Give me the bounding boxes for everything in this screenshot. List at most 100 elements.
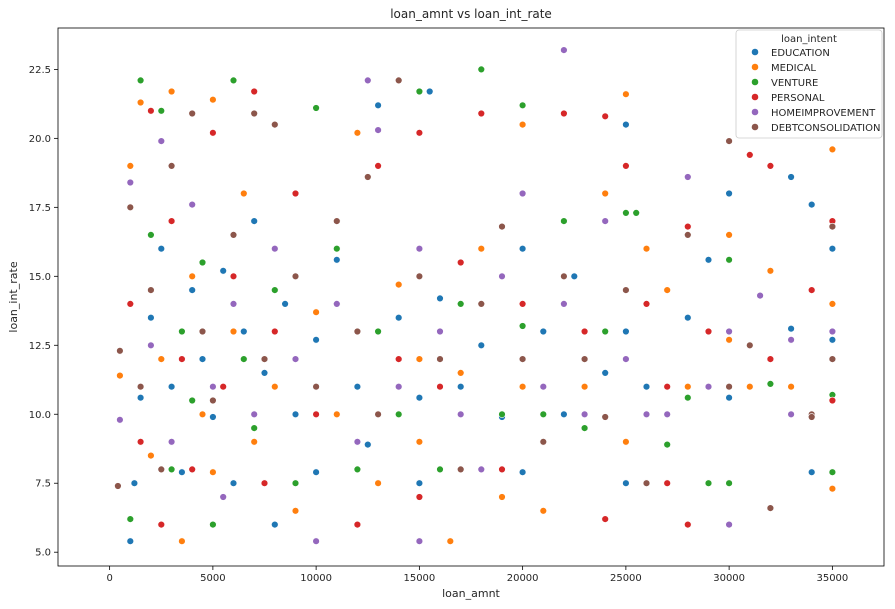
data-point — [684, 520, 692, 529]
data-point — [260, 479, 269, 487]
data-point — [219, 383, 227, 391]
data-point — [807, 413, 816, 421]
data-point — [136, 383, 145, 391]
data-point — [353, 520, 362, 529]
data-point — [178, 355, 186, 363]
data-point — [271, 245, 279, 253]
data-point — [560, 217, 568, 225]
data-point — [807, 468, 816, 476]
data-point — [395, 314, 403, 322]
data-point — [560, 300, 568, 308]
data-point — [291, 272, 300, 280]
data-point — [477, 300, 485, 308]
data-point — [477, 341, 485, 349]
data-point — [580, 327, 589, 336]
legend-label: DEBTCONSOLIDATION — [771, 123, 880, 134]
y-tick-label: 12.5 — [29, 341, 51, 352]
data-point — [395, 410, 403, 418]
data-point — [250, 87, 258, 96]
data-point — [353, 129, 362, 137]
data-point — [167, 87, 176, 96]
data-point — [601, 369, 609, 377]
data-point — [157, 245, 166, 253]
data-point — [147, 451, 155, 460]
data-point — [787, 325, 795, 333]
data-point — [167, 217, 176, 225]
data-point — [209, 520, 217, 529]
data-point — [157, 137, 166, 145]
data-point — [828, 245, 837, 253]
data-point — [539, 438, 547, 446]
data-point — [116, 371, 124, 380]
data-point — [704, 383, 713, 391]
y-tick-label: 7.5 — [35, 479, 51, 490]
data-point — [271, 120, 279, 129]
data-point — [756, 291, 764, 300]
data-point — [157, 355, 166, 363]
data-point — [684, 394, 692, 402]
data-point — [167, 465, 176, 474]
data-point — [260, 369, 269, 377]
data-point — [663, 383, 671, 391]
legend-label: HOMEIMPROVEMENT — [771, 108, 876, 119]
data-point — [477, 109, 485, 118]
data-point — [116, 416, 124, 424]
legend-marker — [751, 63, 759, 71]
data-point — [353, 327, 362, 336]
data-point — [219, 267, 227, 275]
y-tick-label: 22.5 — [29, 65, 51, 76]
data-point — [415, 272, 424, 280]
data-point — [364, 440, 372, 449]
data-point — [209, 468, 217, 476]
data-point — [828, 327, 837, 336]
data-point — [312, 410, 320, 418]
data-point — [126, 203, 135, 212]
data-point — [477, 245, 485, 253]
data-point — [684, 173, 692, 181]
x-tick-label: 10000 — [300, 573, 332, 584]
data-point — [766, 162, 775, 170]
data-point — [436, 327, 444, 336]
data-point — [601, 327, 609, 336]
data-point — [333, 410, 341, 418]
data-point — [457, 300, 465, 308]
data-point — [209, 396, 217, 405]
data-point — [260, 355, 269, 363]
x-axis-label: loan_amnt — [442, 587, 500, 600]
data-point — [209, 95, 217, 104]
data-point — [457, 258, 465, 267]
data-point — [622, 90, 630, 98]
data-point — [725, 137, 733, 145]
data-point — [198, 327, 207, 336]
data-point — [787, 173, 795, 181]
data-point — [157, 107, 166, 115]
data-point — [147, 231, 155, 239]
data-point — [477, 465, 485, 474]
data-point — [167, 438, 176, 446]
data-point — [178, 468, 186, 476]
data-point — [130, 479, 139, 487]
y-axis-ticks: 5.0 7.5 10.0 12.5 15.0 17.5 20.0 22.5 — [29, 65, 58, 559]
data-point — [312, 336, 320, 344]
x-tick-label: 5000 — [200, 573, 225, 584]
data-point — [436, 355, 444, 363]
data-point — [281, 300, 289, 308]
x-tick-label: 15000 — [403, 573, 435, 584]
data-point — [622, 120, 630, 129]
data-point — [807, 200, 816, 209]
data-point — [477, 65, 485, 74]
data-point — [426, 87, 434, 96]
data-point — [828, 336, 837, 344]
data-point — [436, 294, 444, 303]
data-point — [126, 300, 135, 308]
data-point — [333, 217, 341, 225]
data-point — [663, 479, 671, 487]
data-point — [209, 413, 217, 421]
data-point — [271, 520, 279, 529]
data-point — [136, 438, 145, 446]
data-point — [725, 383, 733, 391]
data-point — [415, 245, 424, 253]
data-point — [787, 336, 795, 344]
